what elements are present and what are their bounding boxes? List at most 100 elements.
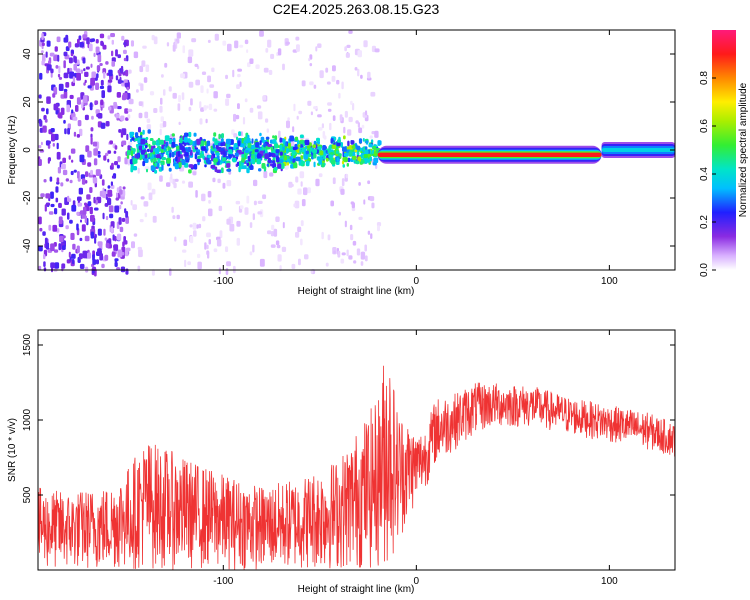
spectrogram-cell (280, 163, 285, 169)
spectrogram-cell (39, 72, 43, 80)
spectrogram-cell (295, 156, 301, 162)
spectrogram-cell (196, 224, 199, 229)
spectrogram-tone-band (377, 152, 602, 157)
spectrogram-cell (130, 150, 134, 157)
spectrogram-cell (95, 109, 100, 115)
spectrogram-cell (259, 30, 264, 37)
spectrogram-cell (207, 251, 210, 259)
spectrogram-cell (94, 207, 99, 211)
spectrogram-cell (295, 176, 299, 183)
spectrogram-panel: -100 0 100 -40 -20 0 20 40 Height of straight … (7, 29, 676, 297)
spectrogram-cell (160, 116, 164, 122)
spectrogram-cell (241, 157, 245, 163)
spectrogram-cell (107, 35, 111, 40)
spectrogram-cell (151, 145, 154, 151)
spectrogram-cell (315, 46, 318, 52)
spectrogram-cell (176, 145, 180, 150)
spectrogram-cell (45, 202, 51, 206)
spectrogram-cell (348, 30, 353, 34)
spectrogram-cell (52, 143, 55, 147)
spectrogram-cell (226, 261, 231, 267)
spectrogram-cell (362, 154, 365, 158)
spectrogram-cell (232, 157, 237, 163)
spectrogram-cell (57, 113, 63, 118)
spectrogram-cell (246, 167, 250, 174)
spectrogram-cell (125, 268, 129, 275)
spectrogram-cell (161, 164, 164, 171)
spectrogram-cell (341, 81, 344, 90)
spectrogram-cell (65, 82, 70, 88)
spectrogram-cell (43, 179, 47, 183)
spectrogram-cell (172, 215, 176, 220)
spectrogram-cell (72, 243, 76, 250)
spectrogram-cell (345, 52, 350, 58)
spectrogram-cell (222, 141, 226, 147)
spectrogram-cell (108, 69, 113, 77)
spectrogram-cell (255, 142, 259, 148)
spectrogram-cell (196, 138, 201, 145)
spectrogram-cell (301, 199, 306, 207)
spectrogram-cell (78, 253, 83, 260)
spectrogram-cell (363, 154, 368, 159)
spectrogram-cell (95, 199, 98, 205)
spectrogram-cell (164, 135, 170, 142)
spectrogram-cell (47, 157, 50, 164)
spectrogram-cell (347, 157, 351, 163)
spectrogram-cell (64, 128, 67, 135)
spectrogram-cell (257, 211, 263, 215)
spectrogram-cell (357, 50, 362, 58)
spectrogram-cell (90, 133, 93, 138)
spectrogram-cell (119, 186, 122, 190)
spectrogram-cell (310, 111, 313, 116)
spectrogram-cell (82, 57, 86, 64)
spectrogram-cell (362, 138, 365, 142)
spectrogram-cell (221, 133, 224, 139)
spectrogram-cell (117, 79, 122, 84)
spectrogram-cell (297, 188, 302, 195)
spectrogram-cell (352, 151, 355, 157)
spectrogram-cell (188, 49, 194, 57)
spectrogram-cell (197, 253, 201, 259)
spectrogram-cell (268, 69, 273, 75)
spectrogram-cell (273, 166, 278, 171)
spectrogram-cell (140, 149, 145, 155)
spectrogram-cell (42, 125, 47, 133)
spectrogram-cell (168, 167, 172, 172)
spectrogram-cell (239, 143, 245, 148)
spectrogram-cell (319, 70, 324, 79)
spectrogram-cell (63, 88, 68, 92)
spectrogram-cell (295, 36, 300, 41)
spectrogram-cell (124, 157, 128, 165)
spectrogram-cell (90, 169, 93, 176)
spectrogram-cell (78, 187, 83, 195)
spectrogram-cell (114, 145, 118, 150)
spectrogram-cell (199, 101, 202, 109)
spectrogram-cell (53, 54, 59, 62)
spectrogram-cell (181, 92, 185, 100)
spectrogram-cell (352, 103, 355, 111)
spectrogram-cell (39, 227, 43, 232)
spectrogram-cell (117, 54, 121, 59)
spectrogram-cell (340, 258, 345, 264)
spectrogram-cell (358, 182, 361, 186)
spectrogram-cell (222, 182, 226, 189)
spectrogram-cell (166, 157, 171, 164)
spectrogram-cell (90, 214, 95, 222)
spectrogram-cell (178, 121, 181, 125)
spectrogram-cell (72, 258, 75, 265)
spectrogram-cell (62, 245, 66, 250)
spectrogram-cell (297, 226, 302, 233)
spectrogram-cell (111, 251, 116, 257)
spectrogram-cell (235, 114, 240, 120)
spectrogram-cell (71, 109, 74, 114)
spectrogram-cell (259, 258, 265, 267)
spectrogram-cell (236, 136, 239, 141)
spectrogram-cell (63, 60, 66, 69)
spectrogram-cell (79, 237, 83, 242)
spectrogram-cell (360, 251, 366, 260)
spectrogram-cell (120, 115, 125, 121)
spectrogram-cell (76, 72, 81, 81)
spectrogram-cell (80, 174, 86, 180)
spectrogram-cell (172, 92, 177, 99)
spectrogram-cell (102, 187, 105, 196)
